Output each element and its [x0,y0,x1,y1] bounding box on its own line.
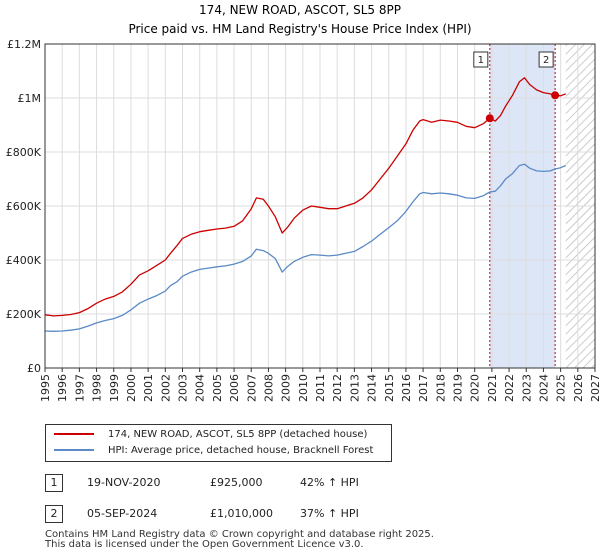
price-chart: 174, NEW ROAD, ASCOT, SL5 8PP Price paid… [6,3,600,402]
x-tick-label: 2011 [314,374,327,402]
y-tick-label: £0 [27,362,41,375]
footer-line-licence: This data is licensed under the Open Gov… [45,539,364,550]
legend-item-property: 174, NEW ROAD, ASCOT, SL5 8PP (detached … [54,427,367,443]
transaction-row: 2 05-SEP-2024 £1,010,000 37% ↑ HPI [45,505,565,523]
x-tick-label: 2018 [434,374,447,402]
transaction-label-box [538,51,554,68]
transaction-date: 19-NOV-2020 [87,476,161,489]
x-tick-label: 2004 [194,374,207,402]
transaction-hpi-change: 42% ↑ HPI [300,476,359,489]
y-tick-label: £600K [6,200,42,213]
x-tick-label: 2010 [297,374,310,402]
footer-line-copyright: Contains HM Land Registry data © Crown c… [45,529,434,540]
x-tick-label: 2023 [520,374,533,402]
legend-item-hpi: HPI: Average price, detached house, Brac… [54,443,373,459]
x-tick-label: 2016 [400,374,413,402]
chart-legend: 174, NEW ROAD, ASCOT, SL5 8PP (detached … [45,424,392,462]
legend-swatch-property [54,433,94,435]
x-tick-label: 2003 [177,374,190,402]
x-tick-label: 2000 [125,374,138,402]
x-tick-label: 2020 [469,374,482,402]
x-tick-label: 2014 [366,374,379,402]
transaction-hpi-change: 37% ↑ HPI [300,507,359,520]
x-tick-label: 2008 [262,374,275,402]
transaction-point [485,114,494,123]
x-tick-label: 2013 [348,374,361,402]
x-tick-label: 2012 [331,374,344,402]
x-tick-label: 1995 [39,374,52,402]
transaction-number-badge: 2 [45,505,63,523]
y-tick-label: £1.2M [7,38,41,51]
x-tick-label: 1999 [108,374,121,402]
transaction-point [551,91,560,100]
x-tick-label: 2019 [452,374,465,402]
x-tick-label: 2024 [537,374,550,402]
legend-label-property: 174, NEW ROAD, ASCOT, SL5 8PP (detached … [108,429,368,440]
x-tick-label: 1998 [91,374,104,402]
transaction-price: £1,010,000 [210,507,273,520]
transaction-number-badge: 1 [45,474,63,492]
transaction-price: £925,000 [210,476,263,489]
transaction-label-number: 2 [543,55,549,66]
property-series-line [44,77,567,317]
x-tick-label: 2022 [503,374,516,402]
y-tick-label: £200K [6,308,42,321]
transaction-row: 1 19-NOV-2020 £925,000 42% ↑ HPI [45,474,565,492]
x-tick-label: 2027 [589,374,600,402]
x-tick-label: 2001 [142,374,155,402]
transaction-label-box [473,51,489,68]
legend-swatch-hpi [54,449,94,451]
y-tick-label: £1M [18,92,42,105]
x-tick-label: 2009 [280,374,293,402]
x-tick-label: 2026 [572,374,585,402]
x-tick-label: 1996 [56,374,69,402]
x-tick-label: 1997 [73,374,86,402]
x-tick-label: 2017 [417,374,430,402]
x-tick-label: 2021 [486,374,499,402]
x-tick-label: 2006 [228,374,241,402]
hpi-series-line [44,163,567,332]
x-tick-label: 2025 [555,374,568,402]
chart-title: 174, NEW ROAD, ASCOT, SL5 8PP [199,3,401,17]
y-tick-label: £800K [6,146,42,159]
footer-attribution: Contains HM Land Registry data © Crown c… [45,530,434,550]
x-tick-label: 2015 [383,374,396,402]
x-tick-label: 2002 [159,374,172,402]
transaction-label-number: 1 [478,55,484,66]
x-tick-label: 2007 [245,374,258,402]
y-tick-label: £400K [6,254,42,267]
chart-subtitle: Price paid vs. HM Land Registry's House … [128,22,471,36]
transaction-date: 05-SEP-2024 [87,507,158,520]
legend-label-hpi: HPI: Average price, detached house, Brac… [108,445,374,456]
x-tick-label: 2005 [211,374,224,402]
